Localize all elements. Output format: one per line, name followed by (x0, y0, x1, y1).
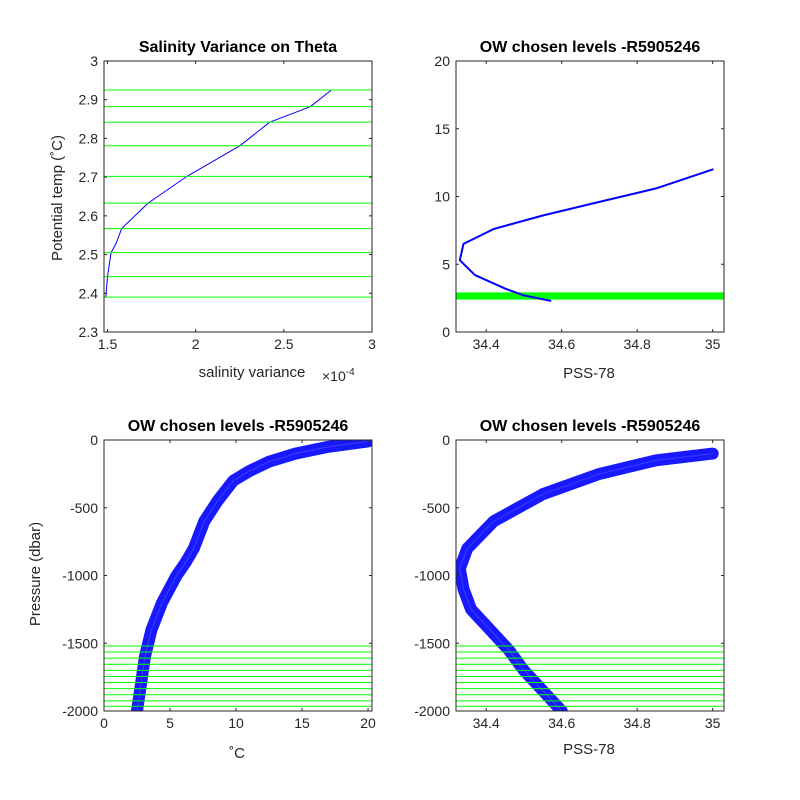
y-axis-label: Pressure (dbar) (27, 522, 44, 626)
y-tick-label: 2.3 (79, 324, 99, 340)
y-tick-label: -1000 (62, 568, 98, 584)
x-tick-label: 3 (368, 336, 376, 352)
x-tick-label: 34.8 (624, 336, 651, 352)
y-tick-label: -2000 (62, 703, 98, 719)
y-tick-label: 2.6 (79, 208, 99, 224)
x-tick-label: 2.5 (274, 336, 294, 352)
y-tick-label: 2.7 (79, 169, 99, 185)
x-tick-label: 5 (166, 715, 174, 731)
panel-salinity-variance: Salinity Variance on Theta salinity vari… (49, 39, 376, 384)
y-tick-label: 2.4 (79, 285, 99, 301)
x-tick-label: 1.5 (98, 336, 118, 352)
x-tick-label: 35 (705, 336, 721, 352)
plot-area (456, 447, 724, 711)
x-tick-label: 10 (228, 715, 244, 731)
x-axis-label: salinity variance (199, 364, 306, 381)
y-tick-label: 2.9 (79, 92, 99, 108)
y-axis-label: Potential temp (˚C) (49, 135, 66, 261)
x-tick-label: 34.6 (548, 336, 575, 352)
y-tick-label: 10 (434, 189, 450, 205)
panel-title: OW chosen levels -R5905246 (128, 418, 349, 435)
plot-area (104, 89, 372, 298)
y-tick-label: -500 (422, 500, 450, 516)
axes-frame (103, 60, 373, 333)
x-axis-label: ˚C (229, 745, 245, 762)
x-tick-label: 15 (294, 715, 310, 731)
x-tick-label: 35 (705, 715, 721, 731)
x-axis-exponent: ×10-4 (322, 367, 355, 384)
profile-line-edge (136, 440, 369, 711)
y-tick-label: 0 (442, 324, 450, 340)
y-tick-label: 2.5 (79, 247, 99, 263)
panel-salinity-pressure: OW chosen levels -R5905246 PSS-78 34.4 34… (414, 418, 725, 758)
y-tick-label: -1500 (414, 635, 450, 651)
y-tick-label: -500 (70, 500, 98, 516)
x-tick-label: 20 (360, 715, 376, 731)
y-tick-label: 5 (442, 256, 450, 272)
x-tick-label: 0 (100, 715, 108, 731)
panel-theta-salinity: OW chosen levels -R5905246 PSS-78 34.4 34… (434, 39, 725, 382)
x-tick-label: 34.4 (473, 336, 500, 352)
y-tick-label: -2000 (414, 703, 450, 719)
x-axis-label: PSS-78 (563, 365, 615, 382)
panel-title: OW chosen levels -R5905246 (480, 418, 701, 435)
x-tick-label: 34.8 (624, 715, 651, 731)
y-tick-label: 2.8 (79, 130, 99, 146)
panel-temperature-pressure: OW chosen levels -R5905246 ˚C Pressure (… (27, 418, 376, 762)
x-tick-label: 2 (192, 336, 200, 352)
panel-title: OW chosen levels -R5905246 (480, 39, 701, 56)
y-tick-label: 0 (442, 432, 450, 448)
panel-title: Salinity Variance on Theta (139, 39, 337, 56)
y-tick-label: 20 (434, 53, 450, 69)
y-tick-label: 3 (90, 53, 98, 69)
profile-line-edge (459, 453, 713, 711)
x-tick-label: 34.6 (548, 715, 575, 731)
y-tick-label: 0 (90, 432, 98, 448)
plot-area (456, 168, 724, 302)
y-tick-label: 15 (434, 121, 450, 137)
plot-area (104, 440, 372, 711)
profile-line (458, 168, 714, 302)
x-axis-label: PSS-78 (563, 741, 615, 758)
chosen-levels-band (456, 292, 724, 300)
x-tick-label: 34.4 (473, 715, 500, 731)
y-tick-label: -1500 (62, 635, 98, 651)
y-tick-label: -1000 (414, 568, 450, 584)
